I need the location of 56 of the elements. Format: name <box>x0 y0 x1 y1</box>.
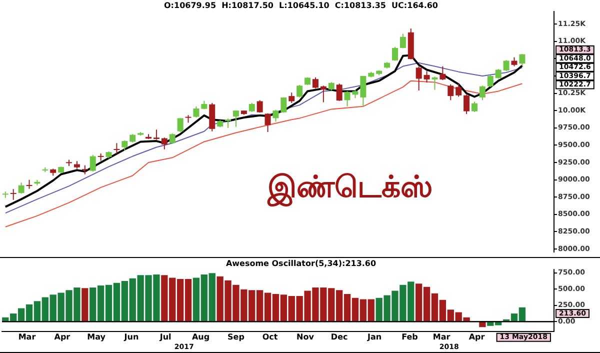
candlestick <box>336 83 342 102</box>
chart-title: O:10679.95 H:10817.50 L:10645.10 C:10813.35 UC:164.60 <box>164 0 438 10</box>
x-tick-label: Mar <box>18 332 36 342</box>
candlestick <box>471 101 478 112</box>
candlestick <box>225 118 232 128</box>
candlestick <box>440 66 446 81</box>
candlestick <box>10 188 16 200</box>
x-tick-label: Feb <box>402 332 418 342</box>
candlestick <box>153 129 160 140</box>
x-tick-label: May <box>87 332 106 342</box>
candlestick <box>479 85 486 101</box>
candlestick <box>503 60 510 72</box>
candlestick <box>122 140 128 152</box>
candlestick <box>18 182 24 194</box>
candlestick <box>232 110 239 128</box>
candlestick <box>400 33 406 49</box>
chart-title: Awesome Oscillator(5,34):213.60 <box>226 258 376 268</box>
x-tick-label: Jan <box>366 332 382 342</box>
candlestick <box>264 112 271 133</box>
candlestick <box>464 94 470 115</box>
x-tick-label: Nov <box>296 332 315 342</box>
candlestick <box>519 54 526 66</box>
annotation: இண்டெக்ஸ் <box>266 170 432 208</box>
x-tick-label: Jun <box>123 332 139 342</box>
candlestick <box>114 142 120 154</box>
candlestick <box>193 106 200 118</box>
x-tick-label: Mar <box>432 332 450 342</box>
candlestick <box>360 75 366 107</box>
candlestick <box>169 132 176 144</box>
bar <box>479 322 486 328</box>
x-tick-label: Aug <box>192 332 210 342</box>
x-tick-label: Apr <box>54 332 70 342</box>
candlestick <box>392 46 398 62</box>
candlestick <box>177 118 184 133</box>
candlestick <box>288 92 295 104</box>
candlestick <box>256 100 263 114</box>
x-tick-label: Dec <box>330 332 348 342</box>
candlestick <box>495 68 502 80</box>
candlestick <box>424 70 430 84</box>
candlestick <box>98 153 104 162</box>
candlestick <box>312 76 318 89</box>
candlestick <box>448 84 454 101</box>
candlestick <box>320 85 326 103</box>
x-tick-label: Jul <box>158 332 172 342</box>
candlestick <box>416 66 422 92</box>
bar <box>82 288 88 322</box>
candlestick <box>272 109 279 122</box>
candlestick <box>456 83 462 98</box>
candlestick <box>90 154 96 172</box>
candlestick <box>487 74 494 88</box>
candlestick <box>432 76 438 90</box>
x-tick-label: Apr <box>468 332 485 342</box>
x-tick-label: Oct <box>262 332 278 342</box>
candlestick <box>296 84 303 98</box>
candlestick <box>161 137 168 150</box>
x-tick-label: Sep <box>228 332 245 342</box>
